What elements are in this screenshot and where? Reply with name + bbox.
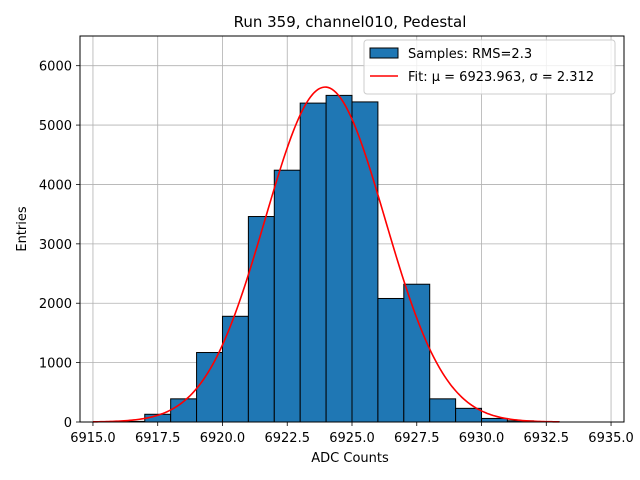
y-tick-label: 6000 (39, 60, 72, 75)
histogram-bar (377, 297, 405, 423)
chart-title: Run 359, channel010, Pedestal (234, 13, 467, 31)
gaussian-fit-curve (92, 86, 560, 423)
legend: Samples: RMS=2.3 Fit: μ = 6923.963, σ = … (363, 39, 616, 95)
y-tick-label: 2000 (39, 297, 72, 312)
y-tick-label: 4000 (39, 178, 72, 193)
histogram-bar (325, 94, 353, 423)
x-tick-label: 6935.0 (588, 431, 634, 446)
y-tick-label: 5000 (39, 119, 72, 134)
x-axis-label: ADC Counts (311, 451, 389, 466)
legend-swatch-samples (369, 47, 399, 59)
x-axis-ticks: 6915.0 6917.5 6920.0 6922.5 6925.0 6927.5 6930… (70, 422, 634, 446)
x-tick-label: 6922.5 (264, 431, 310, 446)
x-tick-label: 6925.0 (329, 431, 375, 446)
histogram-bar (481, 417, 508, 423)
histogram-bar (247, 216, 275, 423)
histogram-bar (273, 169, 301, 423)
histogram-bar (403, 283, 431, 423)
x-tick-label: 6927.5 (394, 431, 440, 446)
x-tick-label: 6920.0 (200, 431, 246, 446)
histogram-bar (299, 102, 327, 423)
y-tick-label: 0 (64, 416, 72, 431)
legend-label-samples: Samples: RMS=2.3 (408, 47, 532, 62)
y-tick-label: 1000 (39, 357, 72, 372)
legend-label-fit: Fit: μ = 6923.963, σ = 2.312 (408, 70, 594, 85)
legend-box (363, 39, 616, 95)
histogram-bar (196, 352, 223, 423)
x-tick-label: 6917.5 (135, 431, 181, 446)
histogram-bar (221, 315, 249, 423)
fit-curve-layer (92, 86, 560, 423)
y-axis-ticks: 0 1000 2000 3000 4000 5000 6000 (39, 60, 80, 431)
histogram-bar (351, 101, 379, 423)
y-tick-label: 3000 (39, 238, 72, 253)
x-tick-label: 6932.5 (524, 431, 570, 446)
y-axis-label: Entries (15, 206, 30, 252)
x-tick-label: 6915.0 (70, 431, 116, 446)
histogram-bar (429, 398, 457, 423)
x-tick-label: 6930.0 (459, 431, 505, 446)
histogram-bar (455, 407, 483, 423)
histogram-bars (118, 94, 560, 423)
